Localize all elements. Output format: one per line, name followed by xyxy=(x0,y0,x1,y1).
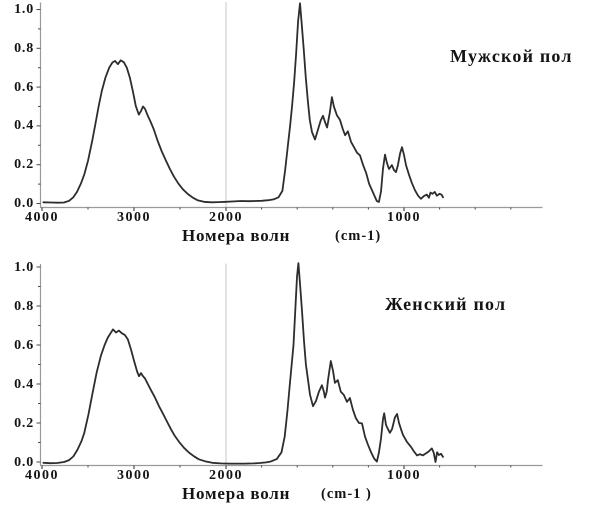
y-tick-label: 0.4 xyxy=(14,376,34,392)
y-tick-label: 1.0 xyxy=(14,259,34,275)
y-tick-label: 0.0 xyxy=(14,454,34,470)
x-tick-label: 4000 xyxy=(25,210,59,225)
y-tick-label: 0.0 xyxy=(14,196,34,211)
x-axis-label-top: Номера волн xyxy=(182,226,291,245)
y-tick-label: 0.8 xyxy=(14,298,34,314)
chart-title-male: Мужской пол xyxy=(450,46,573,66)
x-axis-label-bottom: Номера волн xyxy=(182,484,291,503)
y-tick-label: 0.8 xyxy=(14,40,34,56)
x-tick-label: 2000 xyxy=(209,210,243,225)
spectrum-curve-male xyxy=(42,2,444,204)
y-tick-label: 0.2 xyxy=(14,157,34,173)
x-tick-label: 3000 xyxy=(117,468,151,483)
y-tick-label: 0.2 xyxy=(14,415,34,431)
y-tick-label: 0.6 xyxy=(14,337,34,353)
y-tick-label: 0.6 xyxy=(14,79,34,95)
x-tick-label: 1000 xyxy=(387,210,421,225)
x-tick-label: 3000 xyxy=(117,210,151,225)
x-tick-label: 4000 xyxy=(25,468,59,483)
y-tick-label: 1.0 xyxy=(14,2,34,17)
spectrum-curve-female xyxy=(42,262,444,465)
x-tick-label: 2000 xyxy=(209,468,243,483)
x-tick-label: 1000 xyxy=(387,468,421,483)
x-axis-unit-bottom: (cm-1 ) xyxy=(321,486,372,502)
y-tick-label: 0.4 xyxy=(14,118,34,134)
x-axis-unit-top: (cm-1) xyxy=(335,228,382,244)
chart-title-female: Женский пол xyxy=(385,294,507,314)
